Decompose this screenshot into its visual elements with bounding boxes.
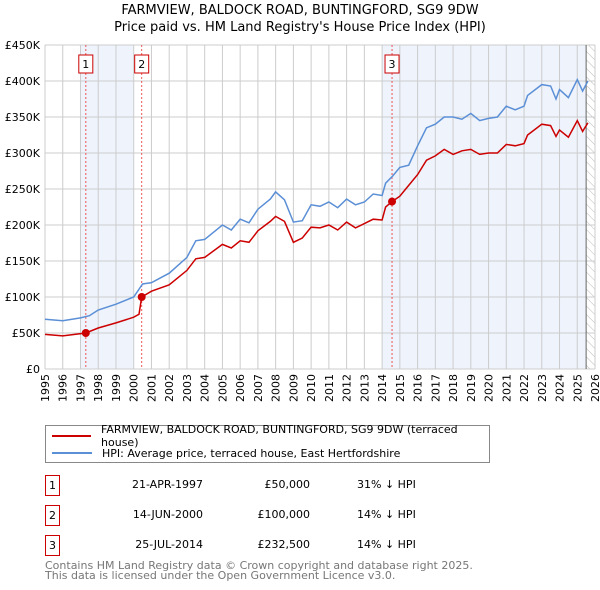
x-tick-label: 2005 (216, 374, 229, 402)
x-tick-label: 2002 (163, 374, 176, 402)
transaction-hpi: 14% ↓ HPI (357, 538, 416, 551)
x-tick-label: 1995 (39, 374, 52, 402)
legend-label-property: FARMVIEW, BALDOCK ROAD, BUNTINGFORD, SG9… (101, 423, 458, 449)
price-chart: 1995 1996 1997 1998 1999 2000 2001 2002 2003 2004… (5, 39, 600, 402)
transaction-price: £232,500 (257, 538, 311, 551)
x-tick-label: 2013 (358, 374, 371, 402)
shaded-period (382, 45, 587, 369)
x-tick-label: 2007 (252, 374, 265, 402)
legend-swatch-property (52, 435, 92, 437)
hpi-line (44, 77, 589, 322)
x-tick-label: 2022 (518, 374, 531, 402)
sale-marker-box (384, 54, 400, 74)
transaction-badge: 2 (45, 505, 60, 526)
legend-label-hpi: HPI: Average price, terraced house, East… (102, 446, 401, 460)
sale-marker-label: 3 (389, 58, 396, 71)
y-tick-label: £400K (5, 75, 41, 88)
chart-title: FARMVIEW, BALDOCK ROAD, BUNTINGFORD, SG9… (121, 3, 479, 18)
transaction-price: £50,000 (264, 478, 311, 491)
x-tick-label: 2017 (429, 374, 442, 402)
chart-subtitle: Price paid vs. HM Land Registry's House … (114, 20, 486, 35)
x-tick-label: 2016 (412, 374, 425, 402)
transaction-date: 25-JUL-2014 (135, 538, 203, 551)
sale-marker-box (78, 54, 94, 74)
x-tick-label: 2003 (181, 374, 194, 402)
y-tick-label: £450K (5, 39, 41, 52)
x-tick-label: 2009 (287, 374, 300, 402)
sale-marker-label: 1 (82, 58, 89, 71)
x-tick-label: 2025 (571, 374, 584, 402)
transaction-badge: 3 (45, 535, 60, 556)
x-tick-label: 2011 (323, 374, 336, 402)
x-tick-label: 2021 (500, 374, 513, 402)
transaction-badge: 1 (45, 475, 60, 496)
transaction-date: 14-JUN-2000 (132, 508, 203, 521)
x-tick-label: 2014 (376, 374, 389, 402)
sale-point (388, 197, 397, 206)
x-tick-label: 2024 (554, 374, 567, 402)
transaction-price: £100,000 (257, 508, 311, 521)
x-tick-label: 2012 (341, 374, 354, 402)
x-tick-label: 1996 (57, 374, 70, 402)
x-tick-label: 2008 (270, 374, 283, 402)
x-tick-label: 2004 (199, 374, 212, 402)
footer-copyright: Contains HM Land Registry data © Crown c… (45, 559, 473, 572)
transaction-hpi: 14% ↓ HPI (357, 508, 416, 521)
x-tick-label: 1998 (92, 374, 105, 402)
x-tick-label: 2006 (234, 374, 247, 402)
forecast-hatch (586, 45, 595, 369)
sale-marker-label: 2 (138, 58, 145, 71)
y-tick-label: £250K (5, 183, 41, 196)
x-tick-label: 2020 (483, 374, 496, 402)
sale-marker-box (134, 54, 150, 74)
y-tick-label: £100K (5, 291, 41, 304)
x-tick-label: 2000 (128, 374, 141, 402)
sale-point (137, 293, 146, 301)
y-tick-label: £200K (5, 219, 41, 232)
x-tick-label: 1999 (110, 374, 123, 402)
x-tick-label: 2018 (447, 374, 460, 402)
footer-licence: This data is licensed under the Open Gov… (45, 569, 396, 582)
property-price-line (44, 118, 589, 337)
transaction-hpi: 31% ↓ HPI (357, 478, 416, 491)
x-tick-label: 1997 (74, 374, 87, 402)
x-tick-label: 2010 (305, 374, 318, 402)
transaction-date: 21-APR-1997 (131, 478, 203, 491)
y-tick-label: £150K (5, 255, 41, 268)
x-tick-label: 2019 (465, 374, 478, 402)
y-tick-label: £350K (5, 111, 41, 124)
x-tick-label: 2015 (394, 374, 407, 402)
legend-swatch-hpi (52, 452, 92, 454)
x-tick-label: 2001 (145, 374, 158, 402)
x-tick-label: 2026 (589, 374, 600, 402)
y-tick-label: £50K (12, 327, 41, 340)
sale-point (81, 329, 90, 337)
y-tick-label: £300K (5, 147, 41, 160)
legend: FARMVIEW, BALDOCK ROAD, BUNTINGFORD, SG9… (45, 423, 490, 463)
y-tick-label: £0 (26, 363, 40, 376)
x-tick-label: 2023 (536, 374, 549, 402)
